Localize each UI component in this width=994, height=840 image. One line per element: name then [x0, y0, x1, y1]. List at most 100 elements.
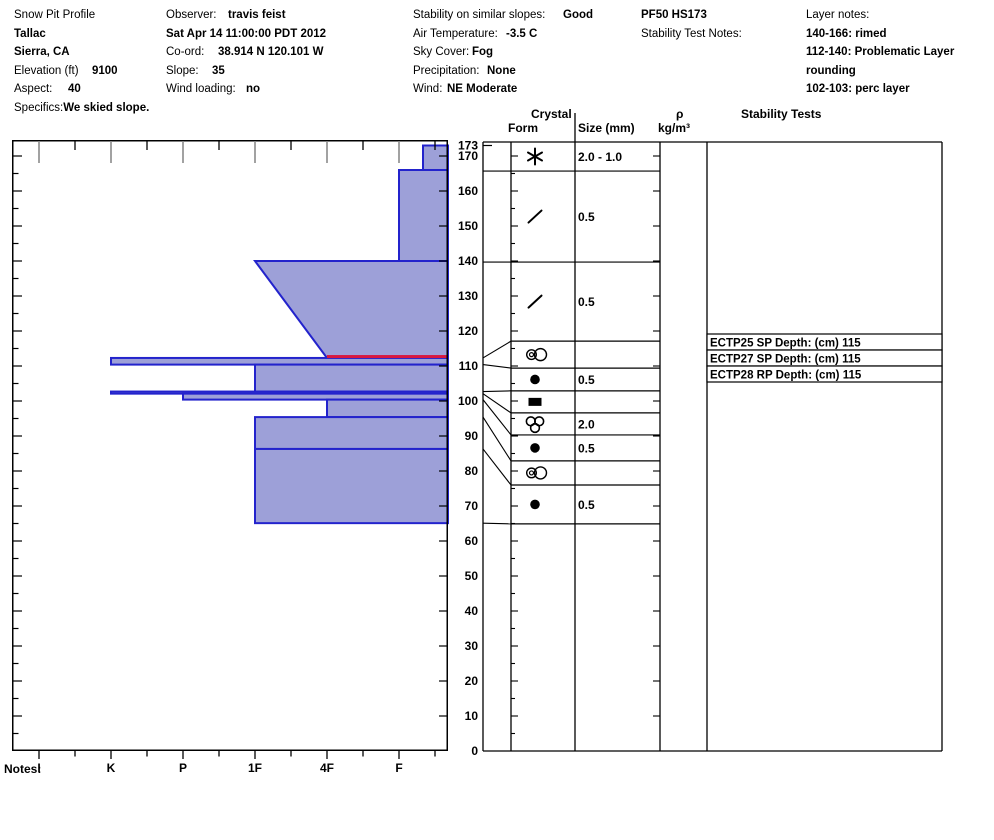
pit-specifics: Specifics:We skied slope. [14, 101, 150, 114]
density-column-header: ρ [676, 107, 684, 121]
depth-axis-label: 160 [458, 184, 478, 198]
layer-bar [326, 398, 449, 419]
leader-line [482, 399, 512, 436]
stability-test-box [706, 365, 943, 383]
leader-line [482, 340, 512, 359]
pit-elevation: Elevation (ft) 9100 [14, 64, 118, 77]
depth-axis-label: 40 [465, 604, 479, 618]
leader-line [482, 364, 512, 369]
circle [530, 499, 540, 510]
depth-axis-label: 0 [471, 744, 478, 758]
grain-size-value: 0.5 [578, 210, 595, 224]
wind-loading: Wind loading: no [166, 83, 261, 96]
stability-similar-slopes: Stability on similar slopes: Good [413, 9, 594, 21]
line [527, 151, 543, 162]
layer-bar [254, 416, 449, 450]
layer-bar [254, 363, 449, 393]
layer-bar [254, 447, 449, 525]
rounded-grains-icon [530, 499, 540, 510]
depth-axis-label: 150 [458, 219, 478, 233]
depth-axis-label: 50 [465, 569, 479, 583]
header-conditions-info: Stability on similar slopes: Good Air Tem… [413, 6, 593, 99]
depth-axis-label: 70 [465, 499, 479, 513]
failure-plane-line [327, 355, 448, 359]
circle [529, 422, 541, 434]
stability-test-result: ECTP25 SP Depth: (cm) 115 [710, 338, 861, 350]
hardness-profile-chart: I K P 1F 4F F [12, 140, 449, 775]
layer-note: rounding [806, 64, 856, 77]
layer-note: 140-166: rimed [806, 27, 887, 40]
rect [528, 397, 542, 406]
circle [530, 374, 540, 385]
melt-freeze-crust-icon [525, 466, 548, 480]
header-layer-notes: Layer notes: 140-166: rimed 112-140: Pro… [806, 6, 954, 99]
slope-angle: Slope: 35 [166, 64, 225, 77]
leader-line [482, 393, 512, 414]
precipitation-particles-icon [527, 147, 543, 166]
depth-axis-label: 130 [458, 289, 478, 303]
circle [533, 347, 548, 362]
hardness-axis-label: K [107, 761, 116, 775]
depth-axis-label: 10 [465, 709, 479, 723]
observation-datetime: Sat Apr 14 11:00:00 PDT 2012 [166, 27, 327, 40]
circle [532, 425, 538, 431]
grain-size-value: 0.5 [578, 441, 595, 455]
line [527, 209, 543, 224]
hardness-axis-label: P [179, 761, 187, 775]
grain-size-value: 0.5 [578, 498, 595, 512]
depth-axis-label: 80 [465, 464, 479, 478]
layer-bar-gradient [253, 260, 449, 359]
pit-code: PF50 HS173 [641, 9, 707, 21]
chart-border [12, 140, 448, 751]
depth-axis-label: 100 [458, 394, 478, 408]
page-title: Snow Pit Profile [14, 9, 96, 21]
pit-region: Sierra, CA [14, 46, 70, 59]
depth-axis-label: 110 [459, 359, 479, 373]
density-units-header: kg/m³ [658, 121, 691, 135]
header-test-info: PF50 HS173 Stability Test Notes: [641, 6, 742, 43]
stability-test-result: ECTP28 RP Depth: (cm) 115 [710, 370, 862, 382]
layer-bar [398, 169, 449, 262]
header-observation-info: Observer: travis feist Sat Apr 14 11:00:0… [166, 6, 326, 99]
grain-size-value: 2.0 - 1.0 [578, 150, 622, 164]
sky-cover: Sky Cover: Fog [413, 46, 494, 59]
stability-test-result: ECTP27 SP Depth: (cm) 115 [710, 354, 861, 366]
crystal-table-panel: 1731701601501401301201101009080706050403… [458, 113, 943, 758]
depth-axis-label: 173 [458, 139, 478, 153]
header-pit-info: Snow Pit Profile Tallac Sierra, CA Eleva… [14, 6, 149, 118]
leader-line [482, 448, 512, 486]
decomposing-fragments-icon [527, 294, 543, 309]
hardness-axis-label: 4F [320, 761, 334, 775]
decomposing-fragments-icon [527, 209, 543, 224]
circle [530, 443, 540, 453]
notes-label: Notes: [4, 762, 42, 776]
grain-size-value: 2.0 [578, 417, 595, 431]
air-temperature: Air Temperature: -3.5 C [413, 27, 538, 40]
pit-location: Tallac [14, 27, 46, 40]
observer: Observer: travis feist [166, 9, 286, 21]
hardness-axis-label: 1F [248, 761, 262, 775]
depth-axis-label: 170 [458, 149, 478, 163]
layer-notes-label: Layer notes: [806, 9, 870, 21]
circle [527, 418, 534, 425]
crystal-column-header: Crystal [531, 107, 572, 121]
hardness-axis-label: I [37, 761, 40, 775]
size-column-header: Size (mm) [578, 121, 635, 135]
depth-axis-label: 120 [458, 324, 478, 338]
clustered-rounded-grains-icon [525, 416, 545, 434]
layer-note: 112-140: Problematic Layer [806, 46, 955, 59]
depth-axis-label: 90 [465, 429, 479, 443]
wind: Wind: NE Moderate [413, 83, 518, 96]
depth-axis-label: 140 [458, 254, 478, 268]
rounded-grains-icon [530, 374, 540, 385]
stability-tests-header: Stability Tests [741, 107, 822, 121]
leader-line [482, 416, 512, 462]
grain-size-value: 0.5 [578, 295, 595, 309]
grain-size-value: 0.5 [578, 373, 595, 387]
line [527, 294, 543, 309]
depth-axis-label: 20 [465, 674, 479, 688]
circle [525, 467, 537, 479]
coordinates: Co-ord: 38.914 N 120.101 W [166, 46, 324, 59]
melt-freeze-crust-icon [525, 347, 548, 362]
